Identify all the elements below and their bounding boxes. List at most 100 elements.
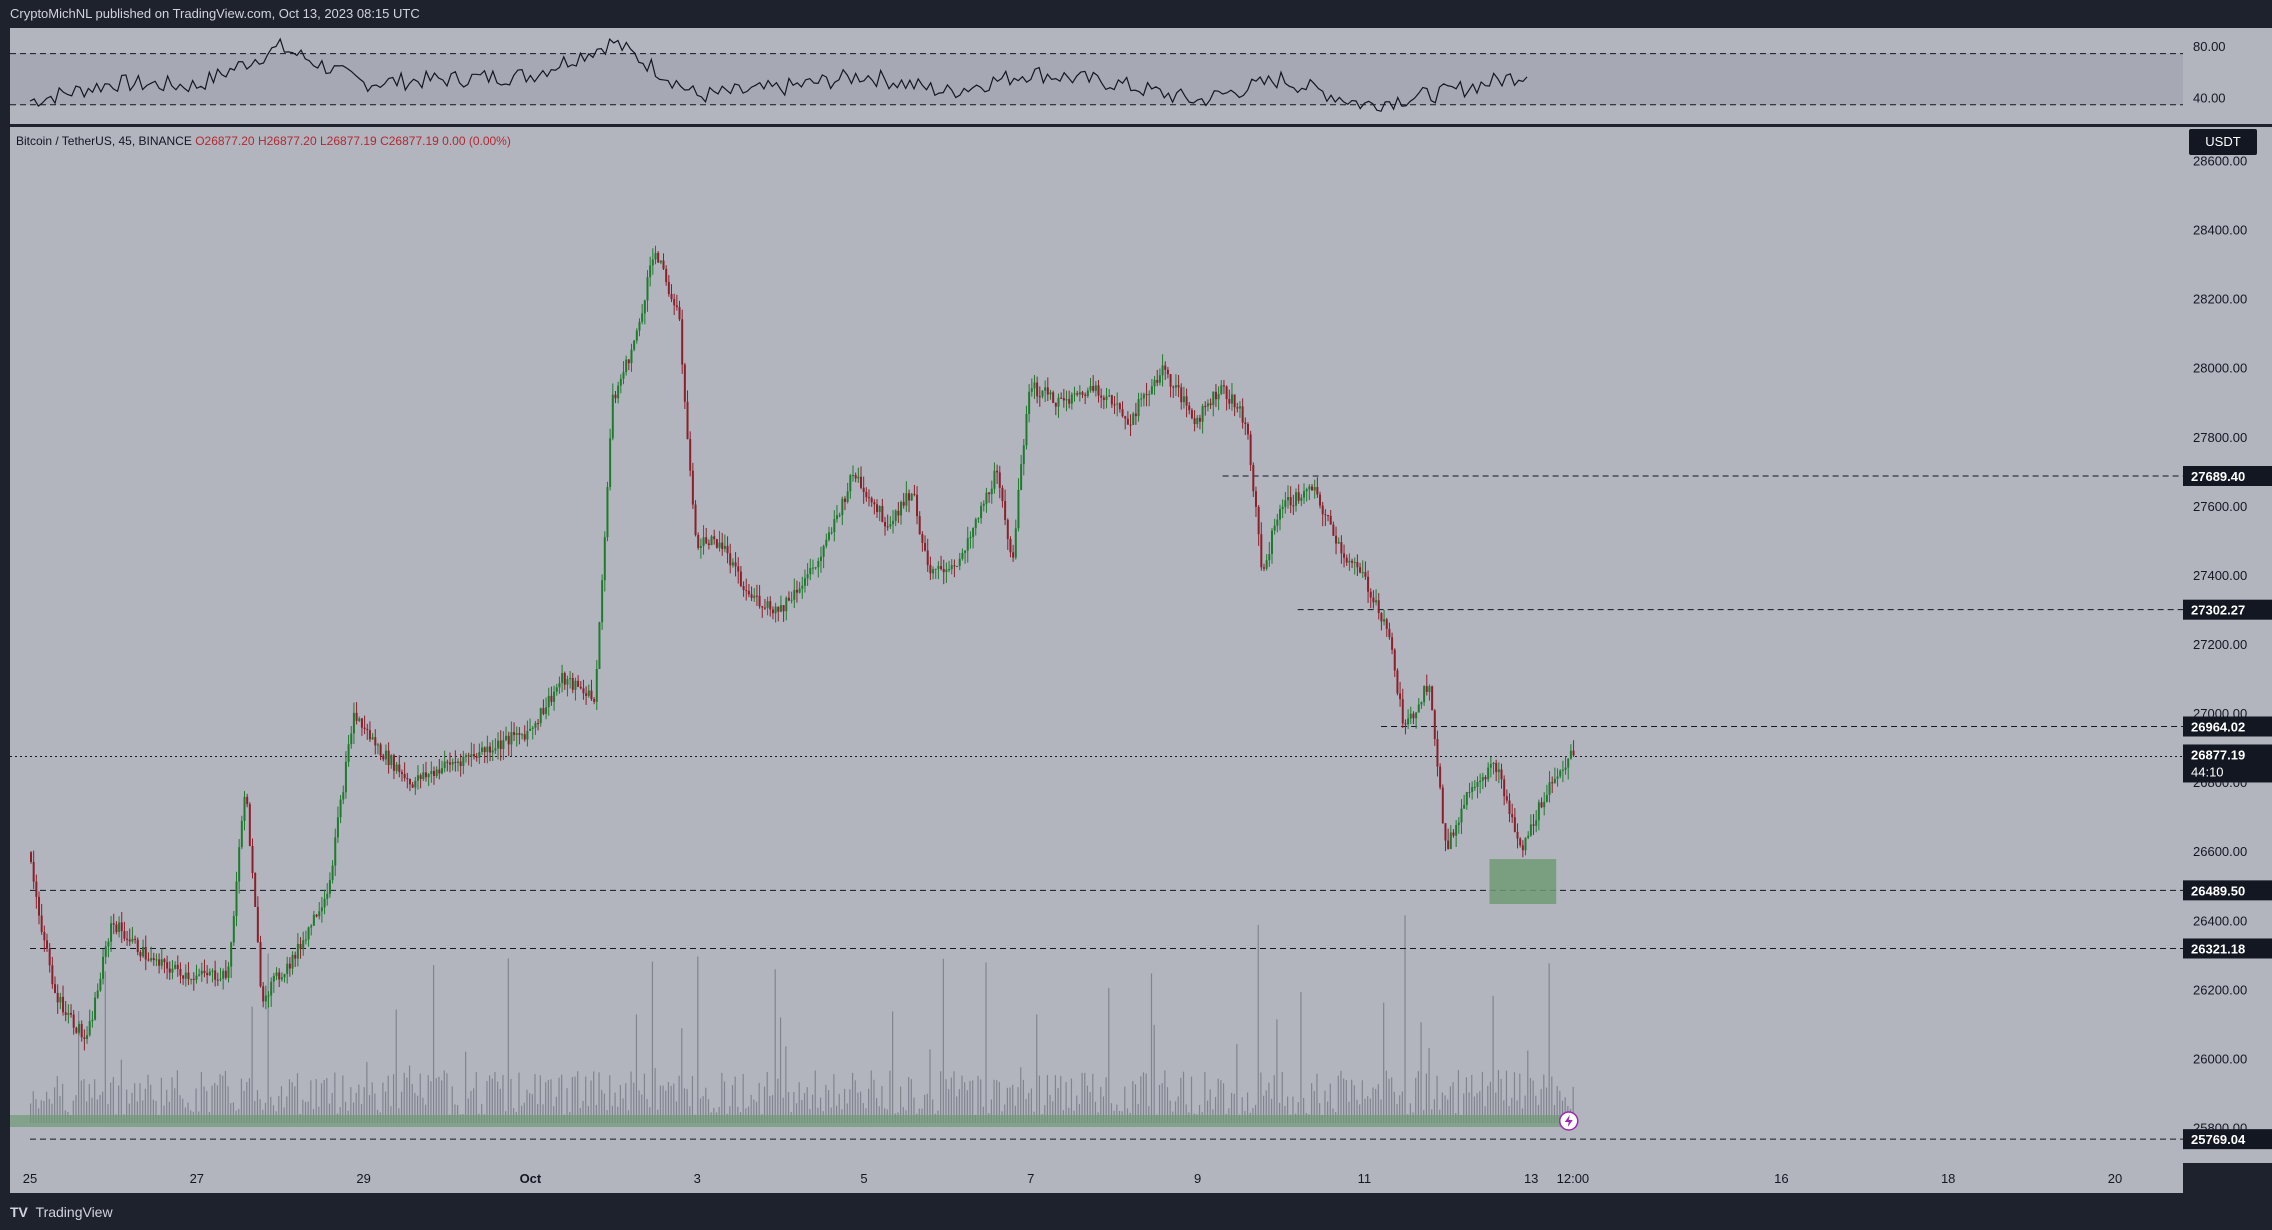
candle-body [470, 754, 473, 757]
volume-bar [1236, 1043, 1238, 1123]
candle-body [782, 605, 785, 612]
volume-bar [707, 1099, 710, 1123]
volume-bar [1300, 991, 1302, 1123]
candle-body [275, 972, 278, 976]
volume-bar [1564, 1097, 1566, 1123]
volume-bar [526, 1089, 528, 1123]
candle-body [126, 938, 129, 940]
volume-bar [691, 1076, 694, 1123]
volume-bar [665, 1090, 667, 1123]
candle-body [843, 498, 846, 502]
candle-body [1300, 497, 1303, 501]
rsi-tick-label: 80.00 [2193, 39, 2226, 54]
volume-bar [961, 1075, 963, 1123]
volume-bar [731, 1085, 734, 1123]
footer-brand[interactable]: TradingView [35, 1204, 113, 1220]
volume-bar [360, 1103, 363, 1123]
volume-bar [689, 1106, 691, 1123]
level-price-label: 26489.50 [2191, 883, 2245, 898]
volume-bar [470, 1090, 472, 1123]
volume-bar [475, 1072, 477, 1123]
candle-body [1321, 505, 1324, 515]
rsi-axis[interactable]: 80.00 40.00 [2183, 28, 2272, 124]
candle-body [296, 943, 299, 959]
candle-body [675, 305, 678, 307]
candle-body [78, 1024, 81, 1033]
volume-bar [969, 1080, 971, 1123]
volume-bar [1548, 963, 1550, 1123]
volume-bar [702, 1096, 704, 1123]
volume-bar [835, 1105, 838, 1123]
volume-bar [403, 1072, 405, 1123]
volume-bar [1553, 1104, 1556, 1123]
volume-bar [766, 1071, 768, 1123]
volume-bar [150, 1084, 152, 1123]
volume-bar [1185, 1104, 1187, 1123]
volume-bar [553, 1106, 555, 1123]
candle-body [937, 566, 940, 569]
candle-body [998, 472, 1001, 488]
volume-bar [1078, 1104, 1081, 1123]
candle-body [152, 958, 155, 961]
price-axis[interactable]: 28600.00 28400.00 28200.00 28000.00 27800.00… [2183, 127, 2272, 1163]
volume-bar [966, 1090, 968, 1123]
candle-body [155, 959, 158, 961]
volume-bar [1447, 1099, 1449, 1123]
volume-bar [617, 1106, 619, 1123]
candle-body [681, 319, 684, 365]
candle-body [48, 948, 51, 966]
candle-body [1225, 386, 1228, 400]
volume-bar [1532, 1080, 1534, 1123]
volume-bar [1388, 1078, 1390, 1123]
rsi-pane[interactable] [10, 28, 2183, 124]
volume-bar [54, 1087, 56, 1123]
candle-body [721, 542, 724, 549]
volume-bar [638, 1090, 640, 1123]
volume-bar [1166, 1087, 1169, 1123]
volume-bar [40, 1100, 42, 1123]
candle-body [422, 772, 425, 779]
volume-bar [892, 1011, 894, 1123]
volume-bar [1319, 1103, 1321, 1123]
candle-body [1068, 399, 1071, 404]
candle-body [331, 865, 334, 881]
volume-bar [755, 1101, 758, 1123]
candle-body [518, 733, 521, 735]
volume-bar [62, 1083, 64, 1123]
volume-bar [323, 1079, 325, 1123]
volume-bar [651, 961, 654, 1123]
candle-body [916, 494, 919, 517]
candle-body [1527, 835, 1530, 838]
candle-body [769, 601, 772, 610]
candle-body [619, 378, 622, 386]
candle-body [46, 940, 49, 949]
volume-bar [806, 1087, 808, 1123]
volume-bar [355, 1092, 357, 1123]
candle-body [318, 911, 321, 917]
currency-badge[interactable]: USDT [2189, 129, 2257, 155]
volume-bar [1356, 1099, 1358, 1123]
candle-body [550, 695, 553, 702]
volume-bar [924, 1094, 926, 1123]
candle-body [598, 622, 601, 669]
volume-bar [889, 1070, 891, 1123]
candle-body [408, 778, 411, 785]
candle-body [1385, 619, 1388, 629]
volume-bar [1004, 1104, 1006, 1123]
candle-body [91, 1019, 94, 1022]
price-pane[interactable] [10, 127, 2183, 1163]
candle-body [1185, 396, 1188, 406]
candle-body [176, 964, 179, 970]
candle-body [510, 732, 513, 745]
volume-bar [1284, 1105, 1286, 1123]
candle-body [134, 938, 137, 940]
candle-body [1297, 492, 1300, 501]
candle-body [142, 946, 145, 957]
volume-bar [585, 1076, 587, 1123]
volume-bar [227, 1086, 229, 1123]
time-axis[interactable]: 25 27 29 Oct 3 5 7 9 11 13 12:00 16 18 20 [10, 1163, 2183, 1193]
volume-bar [224, 1070, 227, 1123]
tradingview-logo-icon: TV [10, 1204, 28, 1220]
volume-bar [94, 1079, 96, 1123]
candle-body [910, 493, 913, 501]
